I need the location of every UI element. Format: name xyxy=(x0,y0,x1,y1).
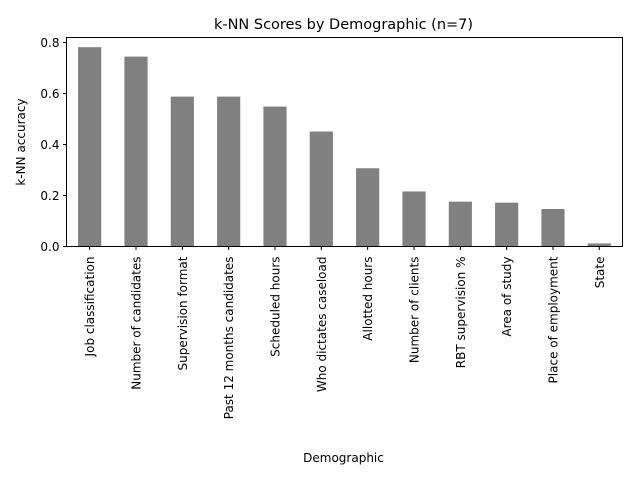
bar xyxy=(263,106,287,247)
x-axis-title: Demographic xyxy=(303,451,384,465)
bar xyxy=(170,96,194,247)
x-tick-label: Past 12 months candidates xyxy=(222,257,236,420)
x-tick-label: Number of clients xyxy=(408,257,422,364)
x-tick-label: Scheduled hours xyxy=(269,257,283,357)
x-tick-label: State xyxy=(593,257,607,289)
x-tick-label: RBT supervision % xyxy=(454,257,468,369)
y-axis-title: k-NN accuracy xyxy=(14,98,28,185)
bar xyxy=(309,131,333,247)
x-tick-label: Place of employment xyxy=(547,256,561,383)
y-tick-label: 0.8 xyxy=(40,36,59,50)
y-tick-label: 0.6 xyxy=(40,87,59,101)
chart-title: k-NN Scores by Demographic (n=7) xyxy=(214,17,473,33)
x-tick-label: Job classification xyxy=(83,257,97,358)
y-tick-label: 0.2 xyxy=(40,189,59,203)
x-tick-label: Number of candidates xyxy=(130,257,144,390)
x-tick-label: Area of study xyxy=(500,257,514,337)
bar xyxy=(356,168,380,247)
y-axis: 0.0 0.2 0.4 0.6 0.8 xyxy=(40,36,67,254)
y-tick-label: 0.0 xyxy=(40,240,59,254)
bars-group xyxy=(78,47,611,247)
x-axis: Job classification Number of candidates Su… xyxy=(83,246,607,420)
bar xyxy=(78,47,102,247)
x-tick-label: Allotted hours xyxy=(361,257,375,341)
bar xyxy=(124,56,148,247)
bar xyxy=(587,243,611,247)
bar xyxy=(541,209,565,247)
plot-frame xyxy=(66,37,623,247)
bar xyxy=(402,191,426,247)
bar xyxy=(495,202,519,247)
bar xyxy=(448,201,472,247)
bar xyxy=(217,96,241,247)
x-tick-label: Supervision format xyxy=(176,256,190,370)
y-tick-label: 0.4 xyxy=(40,138,59,152)
x-tick-label: Who dictates caseload xyxy=(315,257,329,393)
